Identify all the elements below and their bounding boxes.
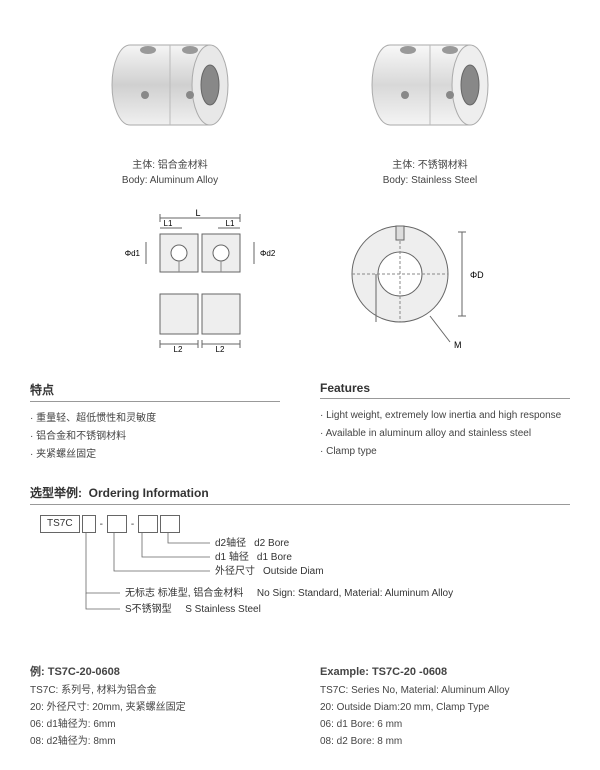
label-L1b: L1 — [226, 219, 235, 228]
photo-aluminum: 主体: 铝合金材料 Body: Aluminum Alloy — [70, 20, 270, 188]
example-line: 06: d1轴径为: 6mm — [30, 716, 280, 733]
dash: - — [129, 519, 136, 530]
example-cn: 例: TS7C-20-0608 TS7C: 系列号, 材料为铝合金 20: 外径… — [30, 663, 280, 750]
features-list-cn: 重量轻、超低惯性和灵敏度 铝合金和不锈钢材料 夹紧螺丝固定 — [30, 410, 280, 464]
example-line: 20: Outside Diam:20 mm, Clamp Type — [320, 699, 570, 716]
label-L1: L1 — [164, 219, 173, 228]
coupling-image-steel — [350, 20, 510, 150]
caption-en: Body: Aluminum Alloy — [70, 173, 270, 188]
example-line: 08: d2轴径为: 8mm — [30, 733, 280, 750]
caption-en: Body: Stainless Steel — [330, 173, 530, 188]
code-box-blank — [82, 515, 96, 533]
ordering-heading: 选型举例: Ordering Information — [30, 484, 570, 505]
feature-item: 铝合金和不锈钢材料 — [30, 428, 280, 446]
label-L2: L2 — [174, 345, 183, 354]
features-section: 特点 重量轻、超低惯性和灵敏度 铝合金和不锈钢材料 夹紧螺丝固定 Feature… — [30, 381, 570, 464]
code-box: TS7C — [40, 515, 80, 533]
feature-item: Available in aluminum alloy and stainles… — [320, 425, 570, 443]
label-d2: Φd2 — [260, 249, 276, 258]
feature-item: Clamp type — [320, 443, 570, 461]
label-L2b: L2 — [216, 345, 225, 354]
example-section: 例: TS7C-20-0608 TS7C: 系列号, 材料为铝合金 20: 外径… — [30, 663, 570, 750]
features-heading-cn: 特点 — [30, 381, 280, 402]
technical-diagrams: L L1 L1 L2 L2 Φd1 Φd2 ΦD — [30, 204, 570, 357]
label-D: ΦD — [470, 270, 484, 280]
features-list-en: Light weight, extremely low inertia and … — [320, 407, 570, 461]
example-line: 06: d1 Bore: 6 mm — [320, 716, 570, 733]
ordering-diagram: TS7C - - d2轴径d2 Bore d1 轴径d1 Bore 外径尺寸Ou… — [40, 515, 570, 645]
code-box-blank — [160, 515, 180, 533]
feature-item: 重量轻、超低惯性和灵敏度 — [30, 410, 280, 428]
product-photos: 主体: 铝合金材料 Body: Aluminum Alloy — [30, 20, 570, 188]
code-box-blank — [107, 515, 127, 533]
feature-item: Light weight, extremely low inertia and … — [320, 407, 570, 425]
coupling-image-aluminum — [90, 20, 250, 150]
ordering-section: 选型举例: Ordering Information TS7C - - d2轴径… — [30, 484, 570, 645]
label-d1: Φd1 — [125, 249, 141, 258]
features-heading-en: Features — [320, 381, 570, 399]
caption-cn: 主体: 不锈钢材料 — [330, 158, 530, 173]
diagram-side: L L1 L1 L2 L2 Φd1 Φd2 — [110, 204, 290, 357]
dash: - — [98, 519, 105, 530]
example-line: 20: 外径尺寸: 20mm, 夹紧螺丝固定 — [30, 699, 280, 716]
label-M: M — [454, 340, 462, 350]
example-line: TS7C: 系列号, 材料为铝合金 — [30, 682, 280, 699]
example-line: TS7C: Series No, Material: Aluminum Allo… — [320, 682, 570, 699]
feature-item: 夹紧螺丝固定 — [30, 446, 280, 464]
code-box-blank — [138, 515, 158, 533]
label-L: L — [195, 208, 200, 218]
photo-steel: 主体: 不锈钢材料 Body: Stainless Steel — [330, 20, 530, 188]
example-en: Example: TS7C-20 -0608 TS7C: Series No, … — [320, 663, 570, 750]
diagram-front: ΦD M — [330, 204, 490, 357]
example-line: 08: d2 Bore: 8 mm — [320, 733, 570, 750]
caption-cn: 主体: 铝合金材料 — [70, 158, 270, 173]
